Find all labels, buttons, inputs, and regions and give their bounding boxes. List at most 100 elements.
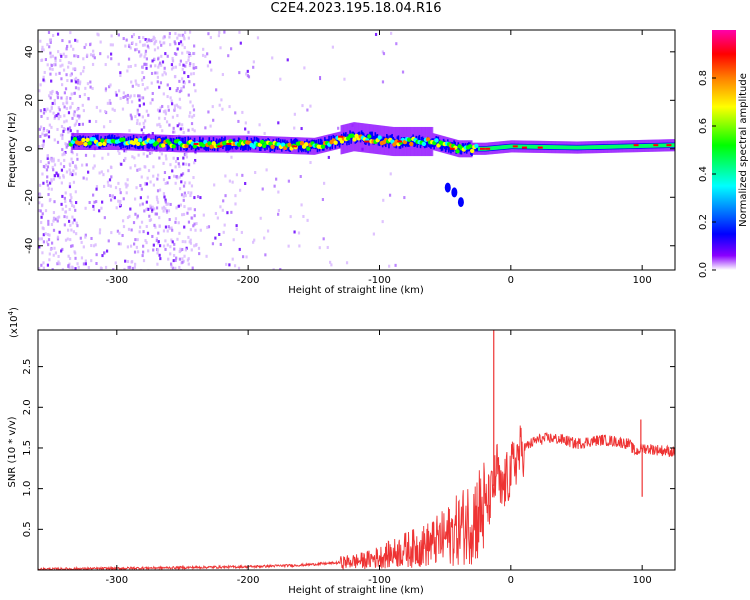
ridge-core [328,135,330,145]
noise-pixel [53,246,56,250]
noise-pixel [166,229,169,233]
noise-pixel [74,165,77,169]
noise-pixel [179,33,182,37]
noise-pixel [39,83,42,87]
noise-pixel [142,259,146,263]
noise-pixel [45,133,48,137]
ridge-band [621,144,624,149]
noise-pixel [69,44,73,48]
ridge-core [221,136,223,146]
noise-pixel [71,161,74,165]
noise-pixel [182,184,186,188]
ridge-core [77,135,79,145]
noise-pixel [62,129,65,133]
noise-pixel [173,40,176,44]
noise-pixel [145,208,148,212]
noise-pixel [118,151,121,155]
noise-pixel [151,208,154,212]
noise-pixel [41,172,44,176]
noise-pixel [187,55,190,59]
ridge-peak [633,144,639,147]
noise-pixel [98,231,102,235]
noise-pixel [190,122,194,126]
noise-pixel [297,231,301,235]
noise-pixel [117,33,120,37]
noise-pixel [124,149,128,153]
ridge-core [379,136,382,145]
noise-pixel [66,228,70,232]
noise-pixel [181,213,184,217]
noise-pixel [156,198,159,202]
noise-pixel [145,38,149,42]
ridge-peak [512,145,518,148]
noise-pixel [182,156,185,160]
noise-pixel [273,184,276,188]
noise-pixel [230,155,233,159]
noise-pixel [42,261,45,265]
noise-pixel [171,59,175,63]
noise-pixel [247,130,250,134]
noise-pixel [68,140,71,144]
noise-pixel [142,36,145,40]
noise-pixel [80,240,83,244]
noise-pixel [245,72,248,76]
ridge-blob [299,141,305,146]
noise-pixel [172,126,175,130]
noise-pixel [46,107,49,111]
noise-pixel [172,268,175,270]
noise-pixel [109,101,112,105]
noise-pixel [137,83,140,87]
ridge-band [531,144,534,149]
noise-pixel [48,67,52,71]
ridge-band [562,145,564,150]
noise-pixel [164,200,167,204]
ridge-core [353,132,356,142]
noise-pixel [226,211,229,215]
x-tick-label: -300 [105,275,128,286]
noise-pixel [149,64,152,68]
ridge-band [500,145,502,150]
noise-pixel [193,208,196,212]
noise-pixel [38,201,41,205]
noise-pixel [47,219,50,223]
x-tick-label: -200 [237,275,260,286]
noise-pixel [231,180,234,184]
noise-pixel [199,228,202,232]
ridge-blob [352,137,357,142]
noise-pixel [321,198,325,202]
noise-pixel [143,165,146,169]
noise-pixel [171,266,174,270]
ridge-band [550,145,553,150]
noise-pixel [184,194,187,198]
noise-pixel [137,168,140,172]
noise-pixel [167,225,170,229]
ridge-core [243,141,245,151]
noise-pixel [177,105,180,109]
noise-pixel [50,79,53,83]
ridge-band [520,144,522,149]
noise-pixel [178,90,181,94]
noise-pixel [54,59,57,63]
noise-pixel [76,80,79,84]
noise-pixel [164,72,167,76]
noise-pixel [130,115,133,119]
noise-pixel [401,70,405,74]
noise-pixel [137,153,140,157]
noise-pixel [179,106,182,110]
ridge-band [593,145,596,150]
noise-pixel [95,262,98,266]
noise-pixel [69,199,72,203]
noise-pixel [140,175,143,179]
noise-pixel [62,102,65,106]
noise-pixel [149,101,152,105]
noise-pixel [192,62,195,66]
noise-pixel [153,40,157,44]
noise-pixel [172,130,175,134]
noise-pixel [140,187,143,191]
ridge-blob [421,141,427,147]
noise-pixel [168,87,172,91]
ridge-band [612,144,615,149]
noise-pixel [139,203,142,207]
noise-pixel [156,262,159,266]
noise-pixel [131,41,134,45]
